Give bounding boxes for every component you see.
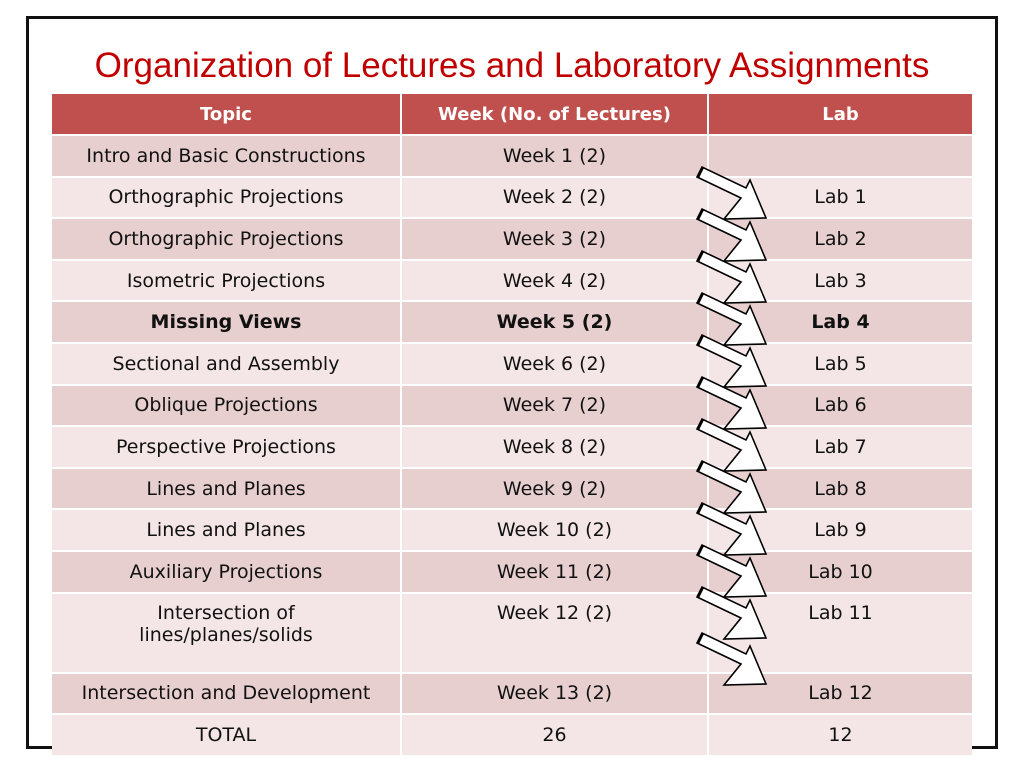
lab-cell: Lab 4 [708, 301, 972, 344]
lab-cell: Lab 5 [708, 342, 972, 386]
week-cell: Week 4 (2) [401, 259, 709, 303]
column-header-week: Week (No. of Lectures) [401, 94, 709, 136]
table-row: Auxiliary Projections Week 11 (2) Lab 10 [52, 550, 972, 594]
week-cell: Week 9 (2) [401, 467, 709, 511]
table-row: Lines and Planes Week 10 (2) Lab 9 [52, 509, 972, 552]
table-row: Intro and Basic Constructions Week 1 (2) [52, 135, 972, 178]
table-row: Sectional and Assembly Week 6 (2) Lab 5 [52, 342, 972, 386]
lab-cell: Lab 6 [708, 384, 972, 428]
schedule-table: Topic Week (No. of Lectures) Lab Intro a… [52, 94, 972, 757]
topic-cell: Orthographic Projections [52, 176, 402, 220]
table-row: Orthographic Projections Week 3 (2) Lab … [52, 218, 972, 261]
total-row: TOTAL 26 12 [52, 714, 972, 757]
table-row: Intersection of lines/planes/solids Week… [52, 592, 972, 674]
lab-cell: Lab 7 [708, 426, 972, 469]
week-cell: Week 11 (2) [401, 550, 709, 594]
topic-cell: Oblique Projections [52, 384, 402, 428]
total-labs: 12 [708, 714, 972, 757]
week-cell: Week 2 (2) [401, 176, 709, 220]
table-row: Intersection and Development Week 13 (2)… [52, 672, 972, 716]
week-cell: Week 1 (2) [401, 135, 709, 178]
topic-cell: Lines and Planes [52, 467, 402, 511]
lab-cell: Lab 3 [708, 259, 972, 303]
table-row: Orthographic Projections Week 2 (2) Lab … [52, 176, 972, 220]
total-label: TOTAL [52, 714, 402, 757]
week-cell: Week 13 (2) [401, 672, 709, 716]
topic-cell: Sectional and Assembly [52, 342, 402, 386]
table-row: Perspective Projections Week 8 (2) Lab 7 [52, 426, 972, 469]
lab-cell: Lab 1 [708, 176, 972, 220]
total-lectures: 26 [401, 714, 709, 757]
topic-cell: Auxiliary Projections [52, 550, 402, 594]
week-cell: Week 5 (2) [401, 301, 709, 344]
topic-cell: Perspective Projections [52, 426, 402, 469]
column-header-topic: Topic [52, 94, 402, 136]
lab-cell: Lab 9 [708, 509, 972, 552]
table-row: Lines and Planes Week 9 (2) Lab 8 [52, 467, 972, 511]
week-cell: Week 7 (2) [401, 384, 709, 428]
week-cell: Week 6 (2) [401, 342, 709, 386]
topic-cell: Intersection and Development [52, 672, 402, 716]
topic-cell: Intersection of lines/planes/solids [52, 592, 402, 674]
lab-cell: Lab 8 [708, 467, 972, 511]
week-cell: Week 8 (2) [401, 426, 709, 469]
header-row: Topic Week (No. of Lectures) Lab [52, 94, 972, 136]
lab-cell: Lab 10 [708, 550, 972, 594]
topic-cell: Missing Views [52, 301, 402, 344]
column-header-lab: Lab [708, 94, 972, 136]
topic-cell: Intro and Basic Constructions [52, 135, 402, 178]
topic-cell: Lines and Planes [52, 509, 402, 552]
week-cell: Week 12 (2) [401, 592, 709, 674]
table-row: Isometric Projections Week 4 (2) Lab 3 [52, 259, 972, 303]
topic-cell: Orthographic Projections [52, 218, 402, 261]
slide-title: Organization of Lectures and Laboratory … [94, 46, 930, 85]
lab-cell [708, 135, 972, 178]
table-row: Oblique Projections Week 7 (2) Lab 6 [52, 384, 972, 428]
week-cell: Week 3 (2) [401, 218, 709, 261]
week-cell: Week 10 (2) [401, 509, 709, 552]
lab-cell: Lab 11 [708, 592, 972, 674]
lab-cell: Lab 12 [708, 672, 972, 716]
lab-cell: Lab 2 [708, 218, 972, 261]
table-row-highlighted: Missing Views Week 5 (2) Lab 4 [52, 301, 972, 344]
topic-cell: Isometric Projections [52, 259, 402, 303]
